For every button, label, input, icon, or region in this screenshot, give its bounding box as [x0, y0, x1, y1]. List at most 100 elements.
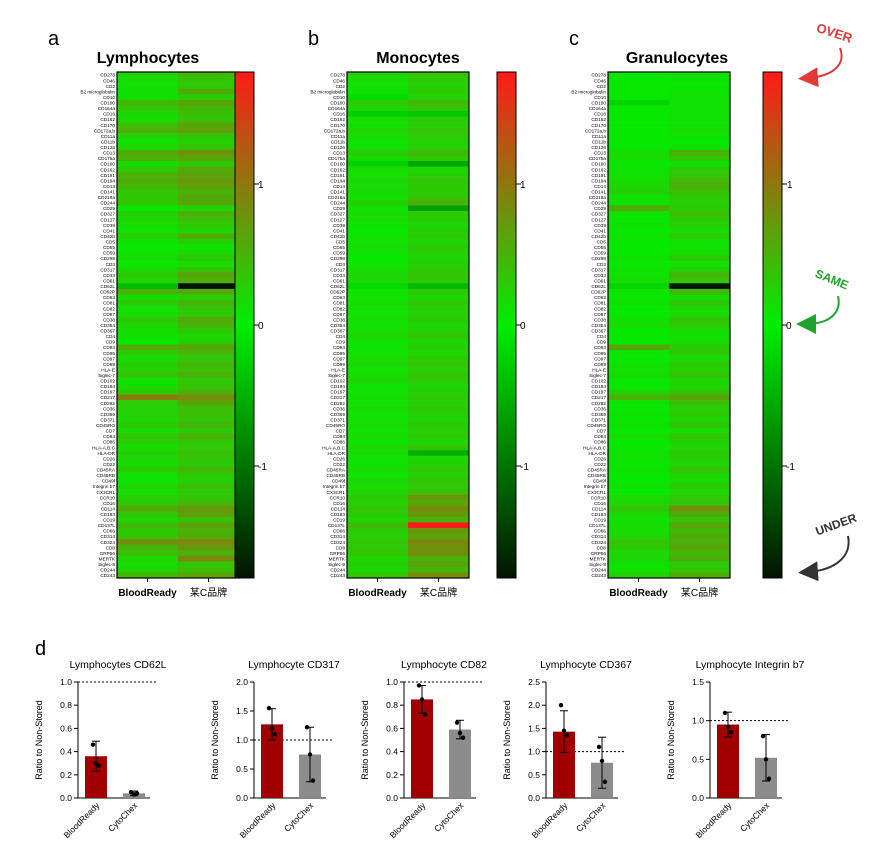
heatmap-cell	[669, 361, 730, 367]
heatmap-cell	[178, 238, 239, 245]
heatmap-cell	[117, 544, 178, 551]
heatmap-cell	[608, 133, 669, 140]
heatmap-cell	[408, 294, 469, 301]
heatmap-row-label: CD16	[333, 112, 345, 117]
heatmap-row-label: CD371	[100, 417, 115, 422]
heatmap-row-label: CD55	[594, 245, 606, 250]
bar-chart-cd317: Lymphocyte CD317 0.0 0.5 1.0 1.5 2.0 Ratio to …	[210, 659, 340, 840]
heatmap-cell	[178, 572, 239, 579]
heatmap-cell	[117, 227, 178, 234]
heatmap-row-label: HLA-E	[101, 367, 115, 372]
heatmap-cell	[117, 383, 178, 390]
bar-chart-y-tick-label: 0.6	[386, 723, 398, 733]
heatmap-cell	[178, 394, 239, 401]
heatmap-cell	[347, 194, 408, 201]
heatmap-row-label: CD10	[333, 95, 345, 100]
heatmap-cell	[347, 505, 408, 512]
heatmap-row-label: CD369	[100, 412, 115, 417]
heatmap-cell	[669, 427, 730, 434]
heatmap-title-lymphocytes: Lymphocytes	[97, 50, 200, 67]
bar-chart-y-tick-label: 1.0	[386, 677, 398, 687]
heatmap-cell	[347, 311, 408, 317]
heatmap-cell	[608, 466, 669, 473]
heatmap-cell	[608, 205, 669, 212]
heatmap-cell	[117, 522, 178, 529]
heatmap-cell	[347, 522, 408, 529]
heatmap-cell	[608, 338, 669, 345]
heatmap-cell	[669, 183, 730, 190]
heatmap-cell	[669, 294, 730, 301]
heatmap-cell	[608, 216, 669, 223]
heatmap-cell	[178, 116, 239, 123]
bar	[553, 731, 575, 798]
heatmap-cell	[117, 461, 178, 468]
heatmap-row-label: CD183	[591, 512, 606, 517]
heatmap-row-label: CD367	[330, 329, 345, 334]
heatmap-cell	[178, 216, 239, 223]
heatmap-cell	[608, 116, 669, 123]
heatmap-row-label: CD41	[333, 228, 345, 233]
heatmap-cell	[408, 99, 469, 106]
heatmap-cell	[178, 99, 239, 106]
heatmap-cell	[178, 233, 239, 240]
heatmap-cell	[347, 244, 408, 251]
heatmap-row-label: CD354	[591, 323, 606, 328]
heatmap-row-label: CD14	[594, 184, 606, 189]
heatmap-row-label: Siglec-8	[589, 562, 606, 567]
heatmap-cell	[347, 433, 408, 440]
heatmap-row-label: CD317	[330, 267, 345, 272]
heatmap-row-label: CCR10	[100, 495, 116, 500]
heatmap-cell	[178, 433, 239, 440]
heatmap-cell	[608, 550, 669, 557]
bar-chart-x-label: CytoChex	[106, 800, 140, 834]
heatmap-cell	[178, 244, 239, 251]
heatmap-cell	[347, 527, 408, 534]
heatmap-cell	[347, 77, 408, 84]
heatmap-cell	[408, 222, 469, 228]
heatmap-cell	[408, 316, 469, 323]
heatmap-row-label: CD197	[591, 390, 606, 395]
data-point	[90, 742, 96, 747]
heatmap-row-label: CD14	[103, 184, 115, 189]
heatmap-cell	[669, 550, 730, 557]
heatmap-row-label: CD127	[100, 217, 115, 222]
heatmap-row-label: GRP56	[100, 551, 116, 556]
annotation-under: UNDER	[798, 511, 859, 582]
heatmap-row-label: CD194	[330, 178, 345, 183]
bar-chart-x-label: BloodReady	[238, 800, 278, 840]
heatmap-row-label: CD244	[330, 201, 345, 206]
heatmap-cell	[608, 94, 669, 101]
heatmap-cell	[117, 422, 178, 429]
heatmap-row-label: CD42b	[100, 234, 115, 239]
heatmap-cell	[669, 561, 730, 568]
heatmap-frame	[346, 71, 470, 579]
heatmap-cell	[178, 477, 239, 484]
colorbar-tick: 0	[258, 321, 264, 332]
heatmap-row-label: CD29	[103, 206, 115, 211]
heatmap-cell	[347, 116, 408, 123]
heatmap-cell	[608, 88, 669, 95]
heatmap-cell	[347, 561, 408, 568]
heatmap-cell	[178, 472, 239, 479]
data-point	[304, 725, 310, 730]
bar-chart-title: Lymphocyte Integrin b7	[696, 659, 805, 671]
heatmap-cell	[347, 472, 408, 479]
data-point	[128, 790, 134, 795]
heatmap-cell	[669, 477, 730, 484]
heatmap-row-label: CD371	[591, 417, 606, 422]
heatmap-row-label: CD175a	[589, 156, 607, 161]
heatmap-row-label: CD87	[594, 312, 606, 317]
heatmap-cell	[178, 455, 239, 462]
heatmap-cell	[669, 444, 730, 451]
heatmap-cell	[608, 539, 669, 545]
heatmap-row-label: CD61	[333, 278, 345, 283]
heatmap-row-label: CD217	[591, 395, 606, 400]
data-point	[725, 724, 731, 730]
heatmap-cell	[608, 433, 669, 440]
heatmap-cell	[669, 322, 730, 329]
heatmap-cell	[669, 466, 730, 473]
heatmap-row-label: CD49f	[593, 479, 607, 484]
heatmap-row-label: CD66	[103, 529, 115, 534]
heatmap-row-label: CD5	[336, 240, 346, 245]
heatmap-row-label: CD62P	[330, 290, 345, 295]
